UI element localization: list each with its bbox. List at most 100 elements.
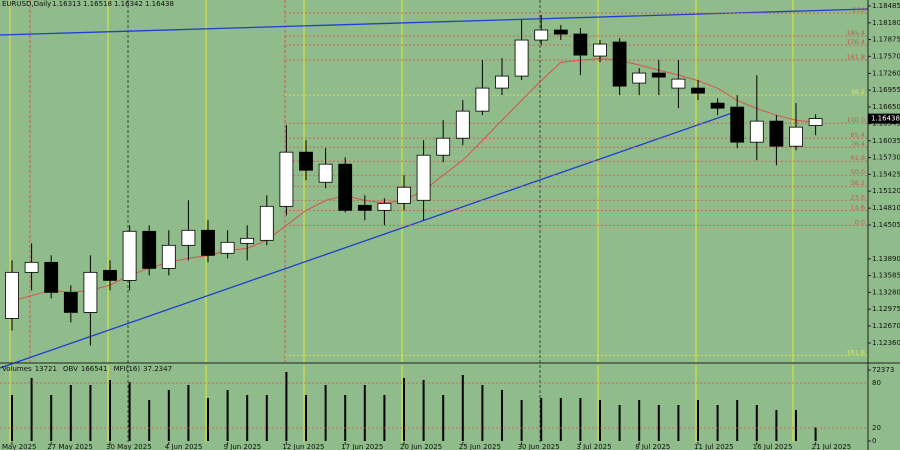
candle-body — [436, 137, 451, 156]
candle-body — [240, 237, 255, 244]
current-price-box — [868, 113, 900, 124]
candle-body — [749, 120, 764, 143]
x-tick-label: May 2025 — [2, 443, 37, 450]
indicator-name: Volumes — [2, 365, 32, 373]
y-tick-label: 1.16345 — [872, 120, 900, 128]
candle-body — [808, 118, 823, 126]
y-tick-label: 1.13585 — [872, 272, 900, 280]
candle-body — [612, 41, 627, 87]
candle-body — [534, 29, 549, 41]
indicator-value: 13721 — [35, 365, 57, 373]
fib-label: 14.6 — [851, 203, 865, 211]
candle-body — [710, 102, 725, 109]
x-tick-label: 20 Jun 2025 — [400, 443, 442, 450]
candle-body — [573, 33, 588, 56]
candle-body — [730, 106, 745, 143]
candle-body — [416, 154, 431, 201]
y-tick-label: 1.17260 — [872, 69, 900, 77]
y-tick-label: 1.13280 — [872, 288, 900, 296]
candle-body — [122, 230, 137, 281]
candle-body — [553, 29, 568, 35]
candle-body — [593, 43, 607, 57]
y-tick-label: 1.15120 — [872, 187, 900, 195]
y-tick-label: 1.17875 — [872, 36, 900, 44]
candle-body — [161, 244, 176, 269]
fib-label: 61.8 — [851, 154, 865, 162]
candle-body — [220, 241, 235, 254]
fib-label: 200 — [853, 6, 865, 14]
x-tick-label: 3 Jul 2025 — [576, 443, 611, 450]
fib-label: 23.6 — [851, 193, 865, 201]
x-tick-label: 21 Jul 2025 — [812, 443, 852, 450]
candle-body — [691, 87, 705, 94]
candle-body — [63, 291, 78, 313]
volume-tick-label: 72373 — [872, 366, 894, 374]
y-tick-label: 1.14810 — [872, 204, 900, 212]
x-tick-label: 8 Jul 2025 — [635, 443, 670, 450]
header-price: 1.16438 — [145, 0, 174, 8]
fib-label: 0.0 — [855, 218, 865, 226]
x-tick-label: 12 Jun 2025 — [282, 443, 324, 450]
candle-body — [44, 261, 59, 293]
chart-title: EURUSD,Daily — [2, 0, 51, 8]
candle-body — [318, 163, 333, 183]
candle-body — [103, 269, 117, 281]
marker-lines — [127, 0, 541, 442]
candle-body — [632, 72, 647, 84]
candle-body — [5, 271, 19, 319]
x-tick-label: 30 May 2025 — [106, 443, 152, 450]
y-tick-label: 1.12975 — [872, 305, 900, 313]
candle-body — [357, 204, 372, 211]
x-tick-label: 27 May 2025 — [47, 443, 93, 450]
candle-body — [201, 229, 215, 256]
mfi-tick-label: 0 — [872, 437, 876, 445]
current-price-label: 1.16438 — [871, 115, 900, 123]
y-tick-label: 1.16650 — [872, 103, 900, 111]
x-tick-label: 25 Jun 2025 — [459, 443, 501, 450]
candle-body — [181, 229, 196, 246]
fib-label: 76.4 — [851, 140, 865, 148]
y-tick-label: 1.12360 — [872, 339, 900, 347]
candle-body — [83, 271, 98, 313]
y-tick-label: 1.12670 — [872, 322, 900, 330]
y-tick-label: 1.13890 — [872, 255, 900, 263]
mfi-level-label: 80 — [872, 379, 881, 387]
y-tick-label: 1.17570 — [872, 52, 900, 60]
candle-body — [514, 39, 529, 77]
candle-body — [397, 186, 411, 204]
y-tick-label: 1.15425 — [872, 170, 900, 178]
x-tick-label: 9 Jun 2025 — [224, 443, 262, 450]
candle-body — [475, 87, 490, 112]
x-tick-label: 30 Jun 2025 — [518, 443, 560, 450]
candle-body — [789, 126, 803, 147]
mfi-level-label: 20 — [872, 424, 881, 432]
indicator-name: MFI(16) — [114, 365, 141, 373]
header-price: 1.16342 — [114, 0, 143, 8]
fib-label: 38.2 — [851, 88, 865, 96]
trend-lines — [0, 8, 869, 369]
fib-label: 85.4 — [851, 131, 865, 139]
x-tick-label: 4 Jun 2025 — [165, 443, 203, 450]
candle-body — [455, 110, 470, 139]
indicator-value: 37.2347 — [143, 365, 172, 373]
x-tick-label: 11 Jul 2025 — [694, 443, 734, 450]
indicator-value: 166541 — [81, 365, 108, 373]
candle-body — [651, 72, 666, 78]
fib-label: 100.0 — [846, 116, 865, 124]
candle-body — [769, 120, 784, 147]
candle-body — [24, 261, 39, 273]
y-tick-label: 1.15730 — [872, 154, 900, 162]
indicator-name: OBV — [63, 365, 78, 373]
candle-body — [377, 202, 392, 211]
candle-body — [259, 205, 274, 241]
candle-body — [338, 163, 353, 211]
moving-average — [11, 57, 816, 302]
candle-body — [495, 75, 509, 89]
candle-body — [299, 151, 313, 171]
fib-label: 185.4 — [846, 29, 865, 37]
fib-label: 38.2 — [851, 179, 865, 187]
y-tick-label: 1.18180 — [872, 19, 900, 27]
x-tick-label: 17 Jun 2025 — [341, 443, 383, 450]
fib-label: 50.0 — [851, 168, 865, 176]
fib-label: 161.8 — [846, 53, 865, 61]
